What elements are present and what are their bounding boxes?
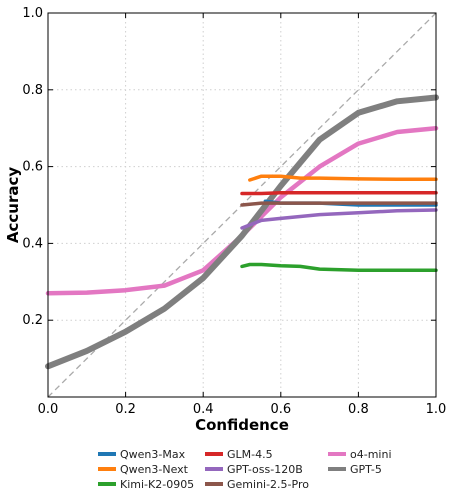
legend-label: Qwen3-Next	[120, 463, 189, 476]
x-tick-label: 0.4	[193, 402, 214, 417]
y-tick-label: 0.6	[22, 160, 43, 175]
series-line-gpt-oss-120b	[240, 208, 438, 230]
legend: Qwen3-Max Qwen3-Next Kimi-K2-0905 GLM-4.5 GP…	[98, 448, 392, 491]
x-tick-label: 1.0	[426, 402, 447, 417]
x-tick-label: 0.2	[115, 402, 136, 417]
axis-ticks: 0.0 0.2 0.4 0.6 0.8 1.0 0.2 0.4 0.6 0.8 1.0	[22, 6, 446, 417]
y-axis-label: Accuracy	[4, 167, 22, 243]
plot-frame	[47, 12, 437, 398]
series-line-qwen3-next	[248, 174, 438, 182]
legend-label: Gemini-2.5-Pro	[227, 478, 309, 491]
y-tick-label: 0.8	[22, 83, 43, 98]
legend-label: o4-mini	[350, 448, 392, 461]
x-tick-label: 0.8	[348, 402, 369, 417]
legend-label: GLM-4.5	[227, 448, 273, 461]
series-line-gpt-5	[45, 94, 439, 370]
y-tick-label: 0.2	[22, 313, 43, 328]
series-line-kimi-k2-0905	[240, 262, 438, 273]
legend-label: GPT-oss-120B	[227, 463, 303, 476]
legend-label: GPT-5	[350, 463, 382, 476]
series-line-gemini-2-5-pro	[240, 201, 438, 207]
x-axis-label: Confidence	[195, 416, 289, 434]
x-tick-label: 0.0	[38, 402, 59, 417]
x-tick-label: 0.6	[270, 402, 291, 417]
series-line-glm-4-5	[240, 190, 438, 196]
series-lines	[45, 94, 439, 370]
legend-label: Qwen3-Max	[120, 448, 186, 461]
y-tick-label: 1.0	[22, 6, 43, 21]
legend-label: Kimi-K2-0905	[120, 478, 194, 491]
y-tick-label: 0.4	[22, 236, 43, 251]
